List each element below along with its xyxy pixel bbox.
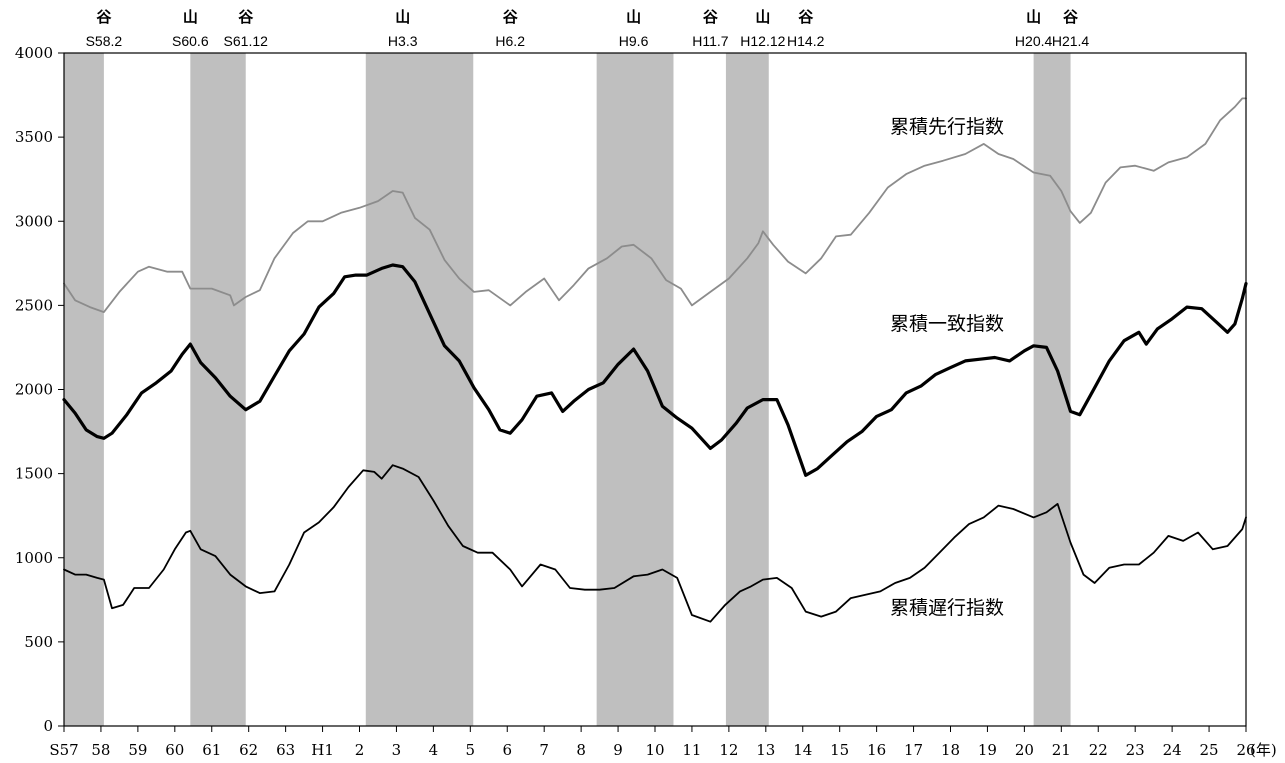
x-tick-label-32: 26 [1236, 741, 1255, 759]
y-tick-label-6: 3000 [15, 212, 53, 230]
cycle-marker-kind-5: 山 [626, 8, 641, 26]
cycle-marker-kind-2: 谷 [238, 8, 254, 26]
recession-band-0 [64, 53, 104, 726]
y-tick-label-8: 4000 [15, 44, 53, 62]
cycle-marker-kind-0: 谷 [96, 8, 112, 26]
cycle-marker-date-0: S58.2 [86, 33, 123, 49]
x-tick-label-16: 10 [645, 741, 664, 759]
x-tick-label-24: 18 [941, 741, 960, 759]
x-tick-label-22: 16 [867, 741, 886, 759]
x-tick-label-11: 5 [466, 741, 476, 759]
x-tick-label-1: 58 [91, 741, 110, 759]
recession-band-3 [596, 53, 674, 726]
x-tick-label-14: 8 [576, 741, 586, 759]
series-name-label-0: 累積先行指数 [890, 116, 1004, 138]
y-tick-label-4: 2000 [15, 381, 53, 399]
y-tick-label-0: 0 [43, 717, 53, 735]
x-tick-label-21: 15 [830, 741, 849, 759]
x-tick-label-4: 61 [202, 741, 221, 759]
series-lines-group [62, 97, 1248, 623]
series-line-1 [62, 263, 1248, 477]
x-tick-label-17: 11 [682, 741, 701, 759]
cycle-marker-kind-8: 谷 [798, 8, 814, 26]
cycle-marker-date-3: H3.3 [388, 33, 418, 49]
x-tick-label-6: 63 [276, 741, 295, 759]
x-axis-unit: (年) [1250, 741, 1277, 759]
x-tick-label-5: 62 [239, 741, 258, 759]
x-tick-label-23: 17 [904, 741, 923, 759]
y-tick-label-3: 1500 [15, 465, 53, 483]
cycle-marker-date-6: H11.7 [692, 33, 729, 49]
series-line-0 [63, 97, 1247, 314]
x-tick-label-25: 19 [978, 741, 997, 759]
recession-band-4 [725, 53, 769, 726]
x-tick-label-20: 14 [793, 741, 812, 759]
x-tick-label-2: 59 [128, 741, 147, 759]
recession-band-2 [365, 53, 474, 726]
cycle-marker-kind-6: 谷 [703, 8, 719, 26]
series-name-label-1: 累積一致指数 [890, 313, 1004, 335]
cycle-marker-kind-3: 山 [395, 8, 410, 26]
recession-shading-group [64, 53, 1071, 726]
x-tick-label-3: 60 [165, 741, 184, 759]
y-tick-label-7: 3500 [15, 128, 53, 146]
cycle-marker-kind-4: 谷 [503, 8, 519, 26]
cycle-marker-date-7: H12.12 [740, 33, 785, 49]
cycle-marker-kind-7: 山 [755, 8, 770, 26]
x-tick-label-0: S57 [49, 741, 78, 759]
x-tick-label-28: 22 [1089, 741, 1108, 759]
cycle-marker-kind-10: 谷 [1063, 8, 1079, 26]
series-line-2 [63, 464, 1247, 623]
x-tick-label-19: 13 [756, 741, 775, 759]
cycle-marker-date-5: H9.6 [619, 33, 649, 49]
business-cycle-labels: 谷 S58.2 山 S60.6 谷 S61.12 山 H3.3 谷 H6.2 山 H9.6 谷 H11.7… [86, 8, 1090, 49]
x-tick-label-30: 24 [1163, 741, 1182, 759]
x-tick-label-13: 7 [539, 741, 549, 759]
y-tick-label-2: 1000 [15, 549, 53, 567]
x-tick-label-7: H1 [311, 741, 334, 759]
cycle-marker-kind-1: 山 [183, 8, 198, 26]
x-tick-label-8: 2 [355, 741, 365, 759]
x-tick-label-29: 23 [1126, 741, 1145, 759]
cycle-marker-date-1: S60.6 [172, 33, 209, 49]
cycle-marker-date-4: H6.2 [495, 33, 525, 49]
x-tick-label-18: 12 [719, 741, 738, 759]
x-tick-label-31: 25 [1200, 741, 1219, 759]
x-tick-label-12: 6 [502, 741, 512, 759]
x-tick-label-26: 20 [1015, 741, 1034, 759]
series-name-label-2: 累積遅行指数 [890, 597, 1004, 619]
cycle-marker-kind-9: 山 [1026, 8, 1041, 26]
recession-band-1 [190, 53, 246, 726]
y-tick-label-1: 500 [24, 633, 53, 651]
cycle-marker-date-8: H14.2 [787, 33, 825, 49]
x-tick-label-10: 4 [429, 741, 439, 759]
x-tick-label-15: 9 [613, 741, 623, 759]
cycle-marker-date-9: H20.4 [1015, 33, 1053, 49]
y-tick-label-5: 2500 [15, 296, 53, 314]
cycle-marker-date-2: S61.12 [224, 33, 269, 49]
x-tick-label-27: 21 [1052, 741, 1071, 759]
cycle-marker-date-10: H21.4 [1052, 33, 1090, 49]
x-tick-label-9: 3 [392, 741, 402, 759]
